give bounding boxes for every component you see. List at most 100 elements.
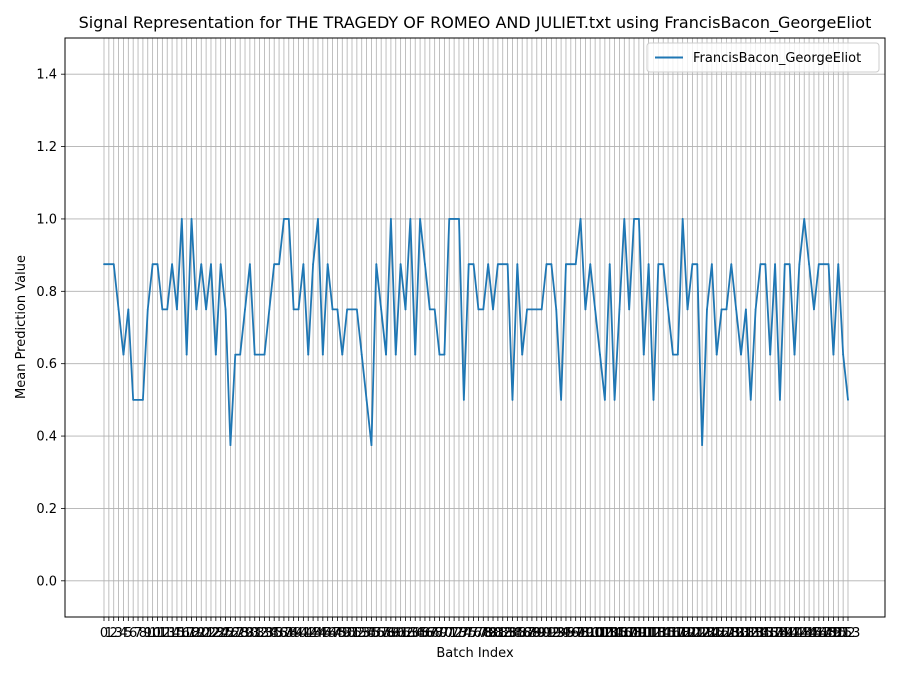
x-tick-label: 149 (816, 626, 841, 641)
data-point (283, 218, 285, 220)
data-point (200, 263, 203, 266)
x-tick-label: 81 (490, 626, 507, 641)
y-tick-label: 0.2 (36, 502, 57, 517)
x-tick-label: 35 (266, 626, 283, 641)
x-tick-label: 58 (378, 626, 395, 641)
data-point (492, 308, 494, 311)
data-point (798, 263, 801, 266)
x-tick-label: 123 (690, 626, 715, 641)
data-point (453, 218, 456, 220)
data-point (234, 353, 237, 356)
x-tick-label: 138 (763, 626, 788, 641)
x-tick-label: 83 (499, 626, 516, 641)
x-tick-label: 151 (826, 626, 851, 641)
data-point (253, 353, 256, 356)
x-axis-label: Batch Index (436, 646, 514, 661)
data-point (355, 308, 358, 311)
data-point (477, 308, 480, 311)
x-tick-label: 141 (777, 626, 802, 641)
data-point (827, 263, 830, 266)
x-tick-label: 55 (363, 626, 380, 641)
data-point (336, 308, 339, 311)
x-tick-label: 114 (646, 626, 671, 641)
y-tick-label: 1.0 (36, 212, 57, 227)
y-tick-label: 0.6 (36, 357, 57, 372)
x-tick-label: 127 (709, 626, 734, 641)
x-tick-label: 79 (480, 626, 497, 641)
x-tick-label: 20 (193, 626, 210, 641)
data-point (482, 308, 485, 311)
legend-box (646, 42, 880, 73)
series-line (104, 218, 849, 447)
data-point (672, 353, 674, 356)
y-tick-label: 1.4 (36, 68, 57, 83)
data-point (263, 353, 266, 356)
data-point (540, 308, 543, 311)
x-tick-label: 133 (738, 626, 763, 641)
x-tick-label: 101 (583, 626, 608, 641)
x-tick-label: 3 (114, 626, 122, 641)
data-point (842, 353, 845, 356)
x-tick-label: 86 (514, 626, 531, 641)
data-point (394, 353, 397, 356)
x-tick-label: 109 (622, 626, 647, 641)
x-tick-label: 128 (714, 626, 739, 641)
data-point (779, 398, 781, 401)
data-point (594, 308, 597, 311)
data-point (608, 263, 611, 266)
x-tick-label: 43 (305, 626, 322, 641)
x-tick-label: 71 (441, 626, 458, 641)
data-point (720, 308, 723, 311)
data-point (326, 263, 329, 266)
data-point (535, 308, 538, 311)
y-tick-label: 1.2 (36, 140, 57, 155)
data-point (132, 398, 135, 401)
x-tick-label: 111 (631, 626, 656, 641)
data-point (803, 218, 806, 220)
data-point (385, 353, 387, 356)
data-point (817, 263, 820, 266)
data-point (161, 308, 164, 311)
x-tick-label: 82 (494, 626, 511, 641)
data-point (681, 218, 684, 220)
data-point (195, 308, 198, 311)
x-tick-label: 33 (256, 626, 273, 641)
data-point (146, 308, 149, 311)
data-point (579, 218, 582, 220)
data-point (287, 218, 290, 220)
x-tick-label: 28 (232, 626, 249, 641)
x-tick-label: 110 (626, 626, 651, 641)
x-tick-label: 116 (656, 626, 681, 641)
x-tick-label: 68 (426, 626, 443, 641)
data-point (137, 398, 139, 401)
data-point (569, 263, 572, 266)
x-tick-label: 29 (237, 626, 254, 641)
x-tick-label: 143 (787, 626, 812, 641)
data-point (686, 308, 689, 311)
data-point (725, 308, 728, 311)
data-point (696, 263, 699, 266)
x-tick-label: 1 (105, 626, 113, 641)
series-layer (103, 218, 849, 447)
x-tick-label: 0 (100, 626, 108, 641)
x-tick-label: 75 (460, 626, 477, 641)
x-tick-label: 124 (695, 626, 720, 641)
data-point (521, 353, 524, 356)
data-point (180, 218, 183, 220)
x-tick-label: 10 (144, 626, 161, 641)
x-tick-label: 47 (324, 626, 341, 641)
data-point (351, 308, 353, 311)
data-point (467, 263, 470, 266)
x-tick-label: 94 (553, 626, 570, 641)
x-tick-label: 40 (290, 626, 307, 641)
x-tick-label: 30 (242, 626, 259, 641)
data-point (142, 398, 144, 401)
x-tick-label: 137 (758, 626, 783, 641)
x-tick-label: 153 (836, 626, 861, 641)
x-tick-label: 54 (358, 626, 375, 641)
x-tick-label: 107 (612, 626, 637, 641)
x-tick-label: 105 (602, 626, 627, 641)
data-point (706, 308, 708, 311)
x-tick-label: 63 (402, 626, 419, 641)
data-point (589, 263, 592, 266)
